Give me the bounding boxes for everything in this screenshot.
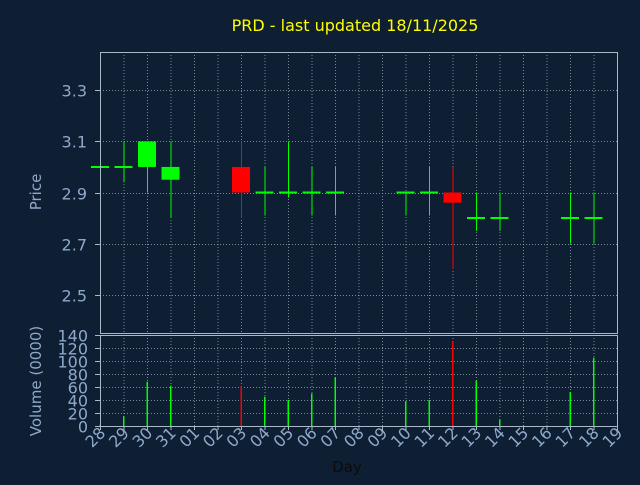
volume-bar <box>311 393 313 426</box>
price-tick-label: 3.1 <box>62 133 87 152</box>
candle-body <box>443 192 462 203</box>
volume-bar <box>428 400 430 426</box>
volume-bar <box>569 392 571 426</box>
price-panel-frame <box>100 52 618 334</box>
price-axis-label: Price <box>27 174 45 211</box>
frames-layer <box>95 52 618 430</box>
volume-tick-label: 0 <box>78 418 88 437</box>
chart-title: PRD - last updated 18/11/2025 <box>232 16 479 35</box>
volume-bar <box>287 400 289 426</box>
volume-axis-label: Volume (0000) <box>27 326 45 436</box>
volume-bar <box>334 377 336 426</box>
marks-layer <box>91 141 603 426</box>
volume-bar <box>475 380 477 426</box>
volume-bar <box>452 341 454 426</box>
volume-bar <box>499 419 501 426</box>
price-tick-label: 3.3 <box>62 82 87 101</box>
volume-bar <box>405 401 407 426</box>
volume-bar <box>240 385 242 426</box>
volume-tick-label: 100 <box>57 353 88 372</box>
volume-tick-label: 40 <box>68 392 88 411</box>
volume-bar <box>593 357 595 426</box>
volume-bar <box>170 385 172 426</box>
candle-body <box>161 166 180 180</box>
volume-tick-label: 20 <box>68 405 88 424</box>
volume-tick-label: 120 <box>57 340 88 359</box>
volume-bar <box>146 381 148 426</box>
price-tick-label: 2.5 <box>62 287 87 306</box>
candle-body <box>138 141 156 167</box>
volume-bar <box>123 416 125 426</box>
volume-tick-label: 60 <box>68 379 88 398</box>
x-axis-label: Day <box>332 458 362 476</box>
price-tick-label: 2.9 <box>62 185 87 204</box>
volume-tick-label: 140 <box>57 327 88 346</box>
volume-tick-label: 80 <box>68 366 88 385</box>
volume-bar <box>264 396 266 426</box>
price-tick-label: 2.7 <box>62 236 87 255</box>
candle-body <box>232 166 250 193</box>
